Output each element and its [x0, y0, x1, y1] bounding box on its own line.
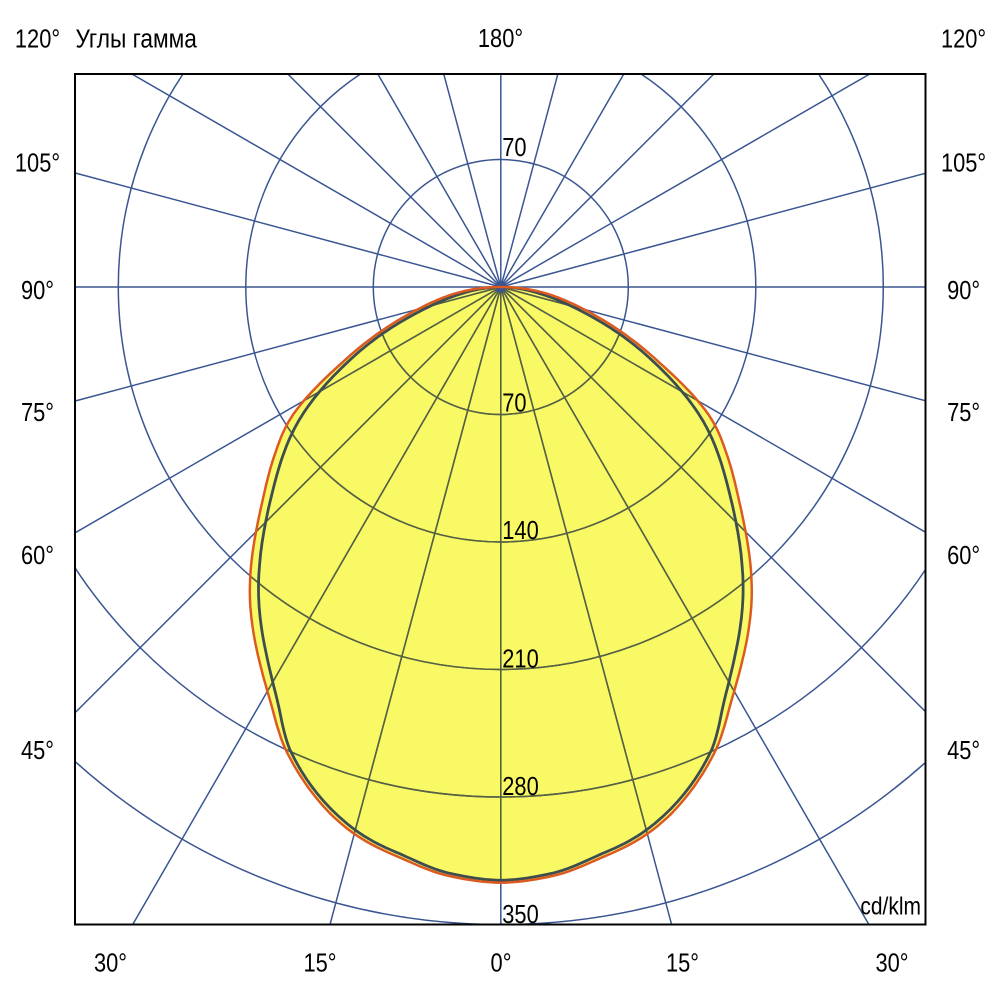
svg-text:75°: 75° — [21, 398, 54, 427]
svg-text:75°: 75° — [947, 398, 980, 427]
svg-text:45°: 45° — [947, 736, 980, 765]
svg-text:90°: 90° — [21, 276, 54, 305]
svg-text:15°: 15° — [303, 949, 336, 978]
svg-text:350: 350 — [502, 900, 538, 929]
svg-text:60°: 60° — [947, 541, 980, 570]
svg-text:70: 70 — [502, 389, 526, 418]
svg-text:15°: 15° — [666, 949, 699, 978]
svg-text:60°: 60° — [21, 541, 54, 570]
svg-text:120°: 120° — [941, 25, 986, 54]
svg-text:0°: 0° — [491, 949, 512, 978]
svg-text:210: 210 — [502, 645, 538, 674]
svg-text:cd/klm: cd/klm — [860, 892, 921, 920]
svg-text:45°: 45° — [21, 736, 54, 765]
svg-text:30°: 30° — [94, 949, 127, 978]
svg-text:90°: 90° — [947, 276, 980, 305]
svg-text:30°: 30° — [875, 949, 908, 978]
svg-text:140: 140 — [502, 516, 538, 545]
svg-text:105°: 105° — [941, 149, 986, 178]
svg-text:Углы гамма: Углы гамма — [76, 25, 198, 54]
svg-text:180°: 180° — [478, 24, 523, 53]
svg-text:105°: 105° — [15, 149, 60, 178]
svg-text:70: 70 — [502, 133, 526, 162]
svg-text:120°: 120° — [15, 25, 60, 54]
svg-text:280: 280 — [502, 772, 538, 801]
